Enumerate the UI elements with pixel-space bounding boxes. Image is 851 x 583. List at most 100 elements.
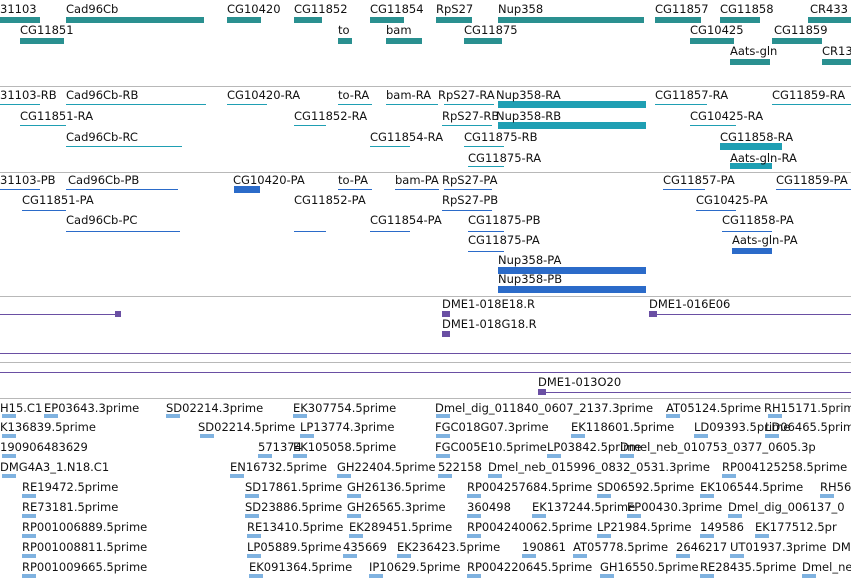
est-read[interactable] bbox=[467, 574, 481, 578]
est-label[interactable]: K136839.5prime bbox=[0, 420, 96, 434]
est-label[interactable]: EK177512.5pr bbox=[755, 520, 837, 534]
est-label[interactable]: AT05124.5prime bbox=[666, 401, 762, 415]
est-label[interactable]: RE28435.5prime bbox=[700, 560, 797, 574]
protein-label[interactable]: CG11875-PB bbox=[468, 213, 541, 227]
est-read[interactable] bbox=[436, 454, 450, 458]
protein-line[interactable] bbox=[22, 210, 66, 211]
est-read[interactable] bbox=[343, 554, 357, 558]
est-label[interactable]: EN16732.5prime bbox=[230, 460, 327, 474]
est-read[interactable] bbox=[436, 434, 450, 438]
marker-line[interactable] bbox=[0, 353, 851, 354]
transcript-line[interactable] bbox=[227, 104, 267, 105]
protein-line[interactable] bbox=[696, 210, 736, 211]
protein-line[interactable] bbox=[338, 189, 372, 190]
gene-bar[interactable] bbox=[0, 17, 40, 23]
transcript-exon[interactable] bbox=[730, 163, 772, 169]
est-label[interactable]: DM bbox=[832, 540, 851, 554]
est-read[interactable] bbox=[247, 554, 261, 558]
gene-label[interactable]: CG11854 bbox=[370, 2, 424, 16]
gene-label[interactable]: CG11857 bbox=[655, 2, 709, 16]
marker-end[interactable] bbox=[115, 311, 121, 317]
protein-label[interactable]: Nup358-PB bbox=[498, 272, 563, 286]
protein-line[interactable] bbox=[722, 231, 772, 232]
protein-label[interactable]: CG11852-PA bbox=[294, 193, 366, 207]
gene-label[interactable]: to bbox=[338, 23, 350, 37]
transcript-exon[interactable] bbox=[720, 143, 782, 150]
marker-block[interactable] bbox=[442, 311, 450, 317]
protein-label[interactable]: CG11859-PA bbox=[776, 173, 848, 187]
marker-block[interactable] bbox=[442, 331, 450, 337]
est-label[interactable]: EK137244.5prime bbox=[532, 500, 636, 514]
gene-label[interactable]: CG10425 bbox=[690, 23, 744, 37]
marker-label[interactable]: DME1-018E18.R bbox=[442, 297, 536, 311]
gene-bar[interactable] bbox=[730, 59, 770, 65]
gene-label[interactable]: bam bbox=[386, 23, 412, 37]
gene-bar[interactable] bbox=[338, 38, 352, 44]
est-read[interactable] bbox=[337, 474, 351, 478]
gene-bar[interactable] bbox=[370, 17, 404, 23]
est-label[interactable]: Dmel_dig_006137_0 bbox=[728, 500, 845, 514]
est-read[interactable] bbox=[293, 414, 307, 418]
transcript-label[interactable]: Cad96Cb-RC bbox=[66, 130, 138, 144]
est-label[interactable]: GH26565.3prime bbox=[347, 500, 446, 514]
est-read[interactable] bbox=[755, 534, 769, 538]
transcript-label[interactable]: RpS27-RB bbox=[442, 109, 500, 123]
est-label[interactable]: EP03643.3prime bbox=[44, 401, 140, 415]
est-read[interactable] bbox=[293, 454, 307, 458]
est-read[interactable] bbox=[820, 494, 834, 498]
est-read[interactable] bbox=[547, 454, 561, 458]
marker-label[interactable]: DME1-016E06 bbox=[649, 297, 731, 311]
est-read[interactable] bbox=[620, 454, 634, 458]
est-label[interactable]: H15.C1 bbox=[0, 401, 43, 415]
est-read[interactable] bbox=[22, 574, 36, 578]
transcript-label[interactable]: Aats-gln-RA bbox=[730, 151, 797, 165]
est-label[interactable]: EP00430.3prime bbox=[627, 500, 723, 514]
transcript-label[interactable]: Nup358-RA bbox=[496, 88, 561, 102]
est-read[interactable] bbox=[22, 514, 36, 518]
protein-line[interactable] bbox=[663, 189, 705, 190]
est-label[interactable]: FGC018G07.3prime bbox=[435, 420, 549, 434]
gene-label[interactable]: CG11875 bbox=[464, 23, 518, 37]
protein-label[interactable]: CG11851-PA bbox=[22, 193, 94, 207]
est-label[interactable]: EK118601.5prime bbox=[571, 420, 675, 434]
est-read[interactable] bbox=[369, 574, 383, 578]
protein-label[interactable]: RpS27-PB bbox=[442, 193, 499, 207]
est-read[interactable] bbox=[44, 414, 58, 418]
est-label[interactable]: RE73181.5prime bbox=[22, 500, 119, 514]
transcript-label[interactable]: CG11851-RA bbox=[20, 109, 94, 123]
transcript-label[interactable]: Nup358-RB bbox=[496, 109, 562, 123]
transcript-line[interactable] bbox=[444, 104, 494, 105]
est-label[interactable]: AT05778.5prime bbox=[573, 540, 669, 554]
est-label[interactable]: 2646217 bbox=[676, 540, 728, 554]
est-label[interactable]: SD06592.5prime bbox=[597, 480, 695, 494]
transcript-line[interactable] bbox=[442, 125, 492, 126]
gene-bar[interactable] bbox=[772, 38, 822, 44]
transcript-label[interactable]: CG11859-RA bbox=[772, 88, 846, 102]
protein-label[interactable]: CG10425-PA bbox=[696, 193, 768, 207]
est-read[interactable] bbox=[728, 514, 742, 518]
transcript-line[interactable] bbox=[338, 104, 372, 105]
protein-line[interactable] bbox=[395, 189, 439, 190]
est-label[interactable]: UT01937.3prime bbox=[730, 540, 827, 554]
est-label[interactable]: LD09393.5prime bbox=[694, 420, 791, 434]
est-label[interactable]: SD17861.5prime bbox=[245, 480, 343, 494]
est-label[interactable]: 435669 bbox=[343, 540, 387, 554]
est-read[interactable] bbox=[349, 534, 363, 538]
transcript-line[interactable] bbox=[20, 125, 66, 126]
transcript-label[interactable]: CG11852-RA bbox=[294, 109, 368, 123]
est-label[interactable]: SD02214.3prime bbox=[166, 401, 264, 415]
marker-label[interactable]: DME1-018G18.R bbox=[442, 317, 537, 331]
est-label[interactable]: SD23886.5prime bbox=[245, 500, 343, 514]
clone-line[interactable] bbox=[538, 392, 851, 393]
est-label[interactable]: RP004125258.5prime bbox=[722, 460, 848, 474]
est-label[interactable]: GH16550.5prime bbox=[600, 560, 699, 574]
gene-bar[interactable] bbox=[498, 17, 644, 23]
est-read[interactable] bbox=[22, 534, 36, 538]
gene-bar[interactable] bbox=[66, 17, 204, 23]
gene-bar[interactable] bbox=[436, 17, 472, 23]
est-label[interactable]: LD06465.5prime bbox=[765, 420, 851, 434]
gene-label[interactable]: Nup358 bbox=[498, 2, 544, 16]
est-read[interactable] bbox=[247, 534, 261, 538]
est-label[interactable]: GH26136.5prime bbox=[347, 480, 446, 494]
est-label[interactable]: RP004220645.5prime bbox=[467, 560, 593, 574]
